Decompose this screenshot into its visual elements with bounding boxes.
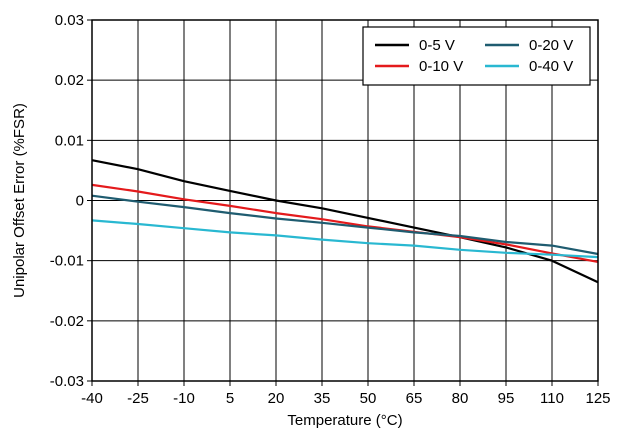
- series-lines: [91, 159, 599, 284]
- y-tick-label: 0.03: [55, 12, 84, 29]
- y-tick-label: -0.03: [50, 373, 84, 390]
- x-tick-label: 35: [314, 390, 331, 407]
- x-tick-label: 20: [268, 390, 285, 407]
- x-tick-label: 50: [360, 390, 377, 407]
- x-tick-label: 110: [540, 390, 564, 407]
- x-tick-label: 5: [226, 390, 234, 407]
- series-line: [91, 183, 599, 263]
- series-line: [91, 194, 599, 256]
- x-tick-label: -40: [81, 390, 103, 407]
- y-axis-ticks: -0.03 -0.02 -0.01 0 0.01 0.02 0.03: [50, 12, 92, 390]
- x-tick-label: -10: [173, 390, 195, 407]
- y-tick-label: 0.02: [55, 72, 84, 89]
- series-line: [91, 219, 599, 259]
- x-tick-label: 80: [452, 390, 469, 407]
- x-tick-label: 65: [406, 390, 423, 407]
- y-tick-label: -0.02: [50, 313, 84, 330]
- legend-label: 0-10 V: [419, 58, 463, 75]
- legend-label: 0-20 V: [529, 37, 573, 54]
- legend: 0-5 V 0-10 V 0-20 V 0-40 V: [362, 26, 591, 86]
- y-axis-title: Unipolar Offset Error (%FSR): [11, 103, 28, 298]
- x-axis-title: Temperature (°C): [287, 412, 402, 429]
- legend-box: [362, 26, 591, 86]
- x-tick-label: 95: [498, 390, 515, 407]
- legend-label: 0-5 V: [419, 37, 455, 54]
- x-axis-ticks: -40 -25 -10 5 20 35 50 65 80 95 110 125: [81, 381, 611, 407]
- y-tick-label: 0: [76, 193, 84, 210]
- legend-label: 0-40 V: [529, 58, 573, 75]
- series-line: [91, 159, 599, 284]
- y-tick-label: 0.01: [55, 132, 84, 149]
- x-tick-label: -25: [127, 390, 149, 407]
- y-tick-label: -0.01: [50, 253, 84, 270]
- x-tick-label: 125: [585, 390, 610, 407]
